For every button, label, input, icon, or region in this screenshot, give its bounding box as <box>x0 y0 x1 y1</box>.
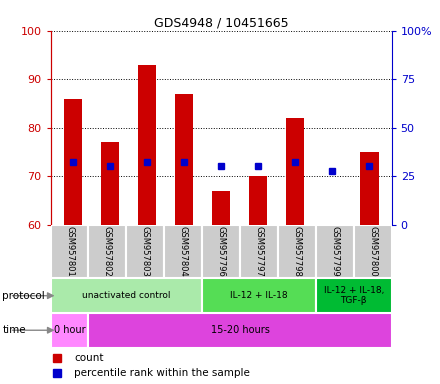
Bar <box>249 176 268 225</box>
Bar <box>202 278 316 313</box>
Bar <box>212 191 231 225</box>
Bar <box>51 313 88 348</box>
Text: unactivated control: unactivated control <box>82 291 171 300</box>
Title: GDS4948 / 10451665: GDS4948 / 10451665 <box>154 17 288 30</box>
Bar <box>164 225 202 278</box>
Text: GSM957797: GSM957797 <box>254 226 264 277</box>
Text: GSM957798: GSM957798 <box>292 226 301 277</box>
Text: GSM957802: GSM957802 <box>103 226 112 277</box>
Bar <box>278 225 316 278</box>
Text: GSM957800: GSM957800 <box>368 226 377 277</box>
Text: time: time <box>2 325 26 335</box>
Text: GSM957801: GSM957801 <box>65 226 74 277</box>
Text: GSM957804: GSM957804 <box>179 226 188 277</box>
Text: count: count <box>74 353 104 363</box>
Text: protocol: protocol <box>2 291 45 301</box>
Bar <box>51 278 202 313</box>
Bar <box>202 225 240 278</box>
Bar <box>354 225 392 278</box>
Bar <box>126 225 164 278</box>
Text: percentile rank within the sample: percentile rank within the sample <box>74 368 250 378</box>
Bar <box>360 152 379 225</box>
Text: GSM957799: GSM957799 <box>330 226 339 277</box>
Text: GSM957803: GSM957803 <box>141 226 150 277</box>
Bar <box>175 94 193 225</box>
Bar <box>138 65 156 225</box>
Bar <box>51 225 88 278</box>
Bar <box>88 225 126 278</box>
Text: 15-20 hours: 15-20 hours <box>211 325 269 335</box>
Text: GSM957796: GSM957796 <box>216 226 226 277</box>
Text: 0 hour: 0 hour <box>54 325 85 335</box>
Text: IL-12 + IL-18: IL-12 + IL-18 <box>230 291 288 300</box>
Bar <box>316 225 354 278</box>
Bar <box>63 99 82 225</box>
Bar <box>88 313 392 348</box>
Text: IL-12 + IL-18,
TGF-β: IL-12 + IL-18, TGF-β <box>323 286 384 305</box>
Bar <box>101 142 119 225</box>
Bar <box>316 278 392 313</box>
Bar <box>286 118 304 225</box>
Bar <box>240 225 278 278</box>
